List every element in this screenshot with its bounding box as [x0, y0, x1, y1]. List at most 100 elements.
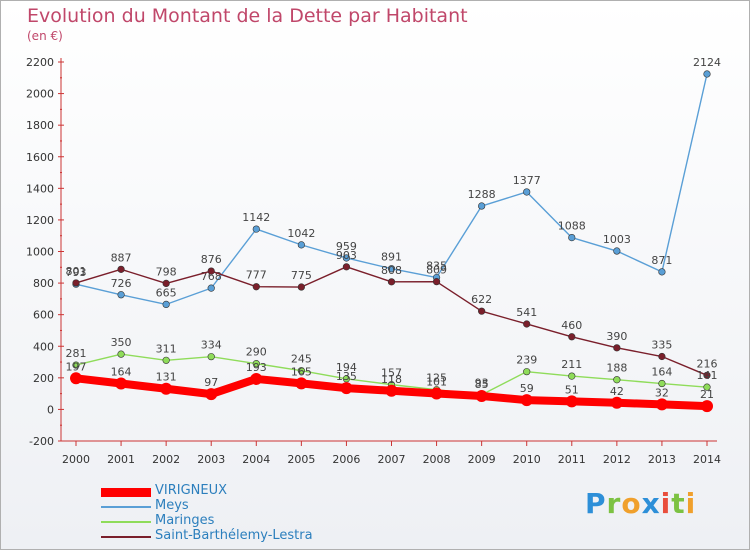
data-label-saint-barth-lemy-lestra: 777 [246, 269, 267, 282]
data-label-saint-barth-lemy-lestra: 541 [516, 306, 537, 319]
x-tick-label: 2009 [468, 453, 496, 466]
data-label-saint-barth-lemy-lestra: 903 [336, 249, 357, 262]
data-label-maringes: 311 [156, 342, 177, 355]
data-point-virigneux [70, 372, 82, 385]
legend-swatch [101, 506, 151, 508]
data-point-saint-barth-lemy-lestra [387, 278, 396, 286]
data-label-maringes: 239 [516, 354, 537, 367]
data-point-saint-barth-lemy-lestra [432, 278, 441, 286]
data-point-virigneux [655, 398, 668, 411]
data-point-saint-barth-lemy-lestra [117, 265, 125, 273]
data-point-maringes [162, 356, 170, 364]
x-tick-label: 2006 [332, 453, 360, 466]
data-label-virigneux: 59 [520, 382, 534, 395]
data-label-saint-barth-lemy-lestra: 775 [291, 269, 312, 282]
data-label-saint-barth-lemy-lestra: 622 [471, 293, 492, 306]
data-point-meys [297, 241, 305, 249]
legend-label: Saint-Barthélemy-Lestra [155, 528, 313, 543]
data-label-saint-barth-lemy-lestra: 809 [426, 264, 447, 277]
data-point-maringes [658, 379, 666, 388]
data-point-maringes [613, 376, 621, 384]
data-label-virigneux: 21 [700, 388, 714, 401]
data-label-maringes: 164 [651, 366, 672, 379]
x-tick-label: 2000 [62, 453, 90, 466]
data-point-virigneux [250, 372, 263, 385]
data-label-virigneux: 97 [204, 376, 218, 389]
x-tick-label: 2012 [603, 453, 631, 466]
data-point-virigneux [610, 396, 623, 409]
data-label-meys: 1142 [242, 211, 270, 224]
data-point-saint-barth-lemy-lestra [297, 283, 305, 291]
data-label-virigneux: 42 [610, 385, 624, 398]
data-label-maringes: 281 [66, 347, 87, 360]
legend-swatch [101, 487, 151, 497]
data-point-saint-barth-lemy-lestra [478, 307, 486, 315]
data-label-saint-barth-lemy-lestra: 390 [606, 330, 627, 343]
y-tick-label: 1200 [26, 214, 54, 227]
data-point-saint-barth-lemy-lestra [703, 371, 711, 379]
data-label-meys: 793 [66, 266, 87, 279]
data-point-virigneux [160, 382, 173, 395]
x-tick-label: 2007 [378, 453, 406, 466]
legend-label: Maringes [155, 513, 215, 528]
data-point-meys [117, 291, 125, 299]
data-label-virigneux: 85 [475, 378, 489, 391]
data-label-virigneux: 101 [426, 375, 447, 388]
data-point-saint-barth-lemy-lestra [342, 263, 351, 271]
data-label-maringes: 290 [246, 346, 267, 359]
data-point-meys [478, 202, 486, 210]
legend-swatch [101, 521, 151, 523]
data-label-maringes: 125 [426, 372, 447, 385]
y-tick-label: 2200 [26, 56, 54, 69]
data-label-meys: 1377 [513, 174, 541, 187]
y-tick-label: 1800 [26, 119, 54, 132]
data-label-maringes: 93 [475, 377, 489, 390]
data-label-saint-barth-lemy-lestra: 808 [381, 264, 402, 277]
legend-label: Meys [155, 498, 189, 513]
data-point-virigneux [295, 377, 308, 390]
data-label-maringes: 141 [697, 369, 718, 382]
x-tick-label: 2014 [693, 453, 721, 466]
proxiti-logo: Proxiti [585, 487, 697, 520]
y-tick-label: 600 [33, 309, 54, 322]
data-point-saint-barth-lemy-lestra [207, 267, 215, 275]
data-label-maringes: 188 [606, 362, 627, 375]
data-point-meys [162, 300, 170, 309]
data-label-virigneux: 32 [655, 386, 669, 399]
data-label-meys: 871 [651, 254, 672, 267]
data-point-virigneux [565, 395, 578, 408]
data-label-meys: 1288 [468, 188, 496, 201]
y-tick-label: 0 [47, 403, 54, 416]
data-label-virigneux: 51 [565, 383, 579, 396]
y-tick-label: 400 [33, 340, 54, 353]
data-point-maringes [207, 353, 215, 361]
x-tick-label: 2005 [287, 453, 315, 466]
x-tick-label: 2001 [107, 453, 135, 466]
x-tick-label: 2011 [558, 453, 586, 466]
data-point-meys [342, 254, 351, 262]
data-point-meys [658, 268, 666, 276]
data-label-virigneux: 118 [381, 373, 402, 386]
y-tick-label: -200 [29, 435, 54, 448]
data-point-meys [387, 265, 396, 273]
data-point-saint-barth-lemy-lestra [523, 320, 531, 328]
data-label-meys: 835 [426, 260, 447, 273]
data-point-saint-barth-lemy-lestra [252, 283, 260, 291]
data-label-saint-barth-lemy-lestra: 335 [651, 339, 672, 352]
y-tick-label: 800 [33, 277, 54, 290]
data-label-virigneux: 197 [66, 360, 87, 373]
chart-title: Evolution du Montant de la Dette par Hab… [27, 5, 468, 27]
x-tick-label: 2008 [423, 453, 451, 466]
data-point-maringes [297, 367, 305, 375]
x-tick-label: 2010 [513, 453, 541, 466]
data-label-virigneux: 135 [336, 370, 357, 383]
data-point-saint-barth-lemy-lestra [72, 279, 80, 287]
data-label-saint-barth-lemy-lestra: 887 [111, 251, 132, 264]
data-label-saint-barth-lemy-lestra: 460 [561, 319, 582, 332]
data-point-virigneux [205, 388, 218, 401]
data-point-virigneux [430, 387, 443, 400]
data-label-virigneux: 193 [246, 361, 267, 374]
x-tick-label: 2013 [648, 453, 676, 466]
data-point-maringes [252, 360, 260, 368]
